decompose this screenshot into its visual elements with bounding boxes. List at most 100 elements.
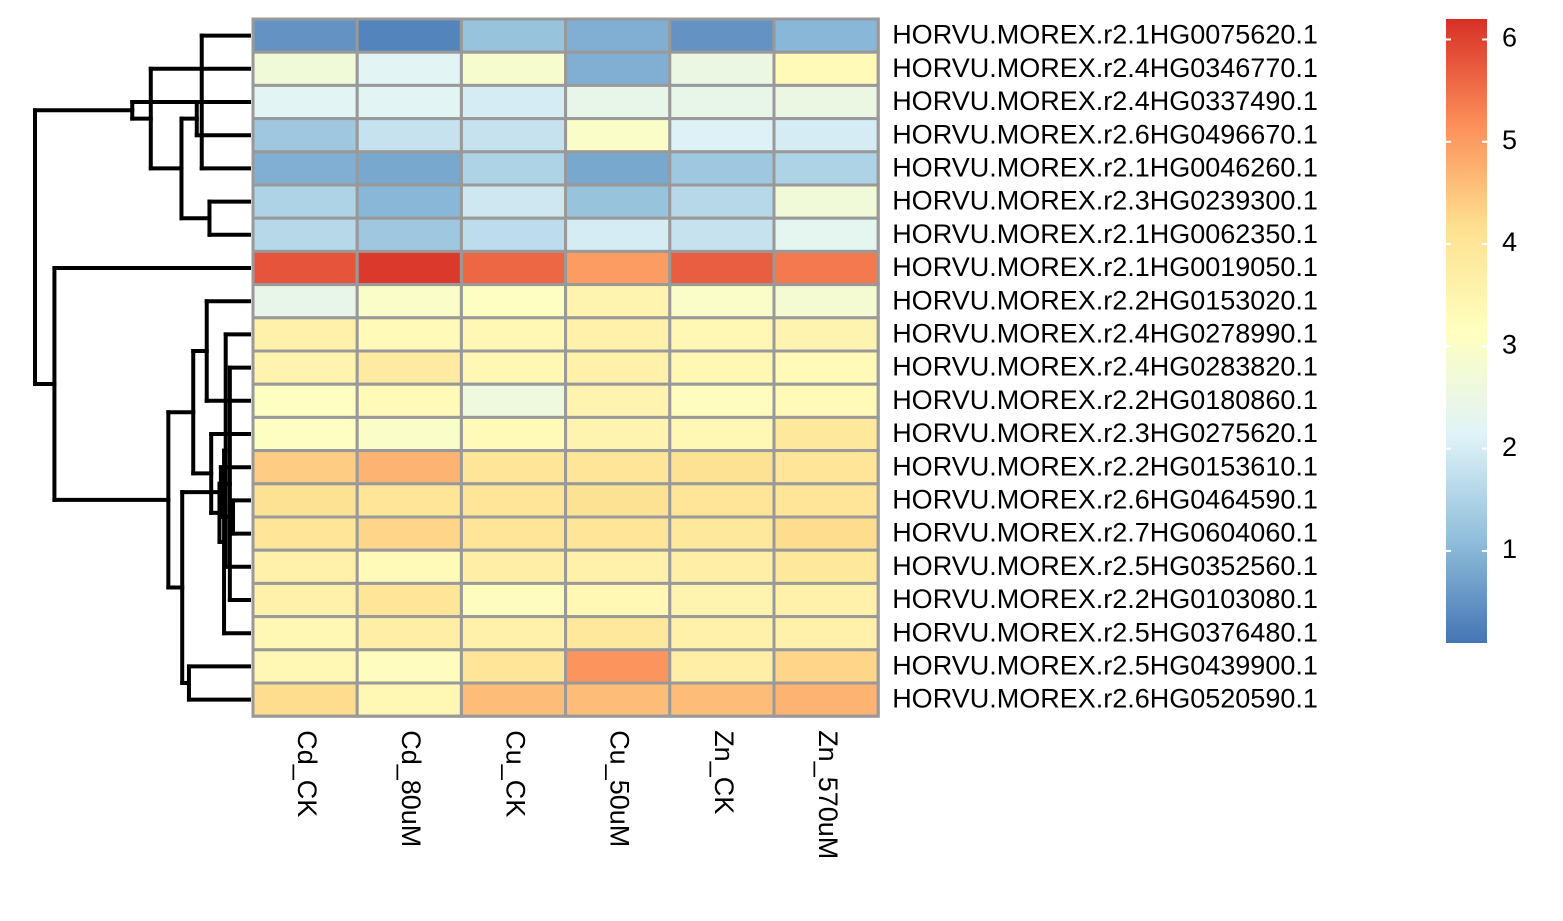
heatmap-cell: [564, 515, 672, 552]
heatmap-cell: [251, 648, 359, 685]
heatmap-cell: [459, 615, 568, 652]
heatmap-cell: [564, 449, 672, 486]
legend-tick-label: 4: [1502, 227, 1517, 257]
heatmap-cell: [459, 382, 568, 419]
heatmap-cell: [355, 283, 463, 320]
heatmap-cell: [459, 349, 568, 386]
color-legend: 1 2 3 4 5 6: [1446, 19, 1517, 643]
heatmap-cell: [251, 117, 359, 154]
heatmap-cell: [772, 349, 880, 386]
heatmap-cell: [251, 581, 359, 619]
heatmap-cell: [772, 581, 880, 619]
heatmap-cell: [355, 681, 463, 718]
legend-ticks: 1 2 3 4 5 6: [1446, 23, 1517, 564]
heatmap-cell: [459, 581, 568, 619]
heatmap-cell: [772, 150, 880, 187]
heatmap-cell: [355, 482, 463, 519]
heatmap-cell: [251, 548, 359, 585]
heatmap-cell: [668, 183, 776, 220]
heatmap-cell: [668, 117, 776, 154]
heatmap-cell: [564, 83, 672, 121]
heatmap-cell: [251, 50, 359, 87]
heatmap-cell: [668, 615, 776, 652]
heatmap-cell: [772, 382, 880, 419]
heatmap-cell: [251, 449, 359, 486]
heatmap-cell: [459, 150, 568, 187]
heatmap-cell: [668, 382, 776, 419]
heatmap-cell: [355, 415, 463, 453]
heatmap-cell: [668, 515, 776, 552]
heatmap-cell: [251, 83, 359, 121]
row-label: HORVU.MOREX.r2.3HG0275620.1: [892, 418, 1318, 448]
heatmap-cell: [459, 515, 568, 552]
heatmap-cell: [251, 216, 359, 253]
heatmap-cell: [668, 581, 776, 619]
heatmap-cell: [459, 83, 568, 121]
heatmap-cell: [459, 648, 568, 685]
heatmap-cell: [251, 415, 359, 453]
row-label: HORVU.MOREX.r2.5HG0352560.1: [892, 551, 1318, 581]
heatmap-cell: [668, 150, 776, 187]
row-label: HORVU.MOREX.r2.7HG0604060.1: [892, 518, 1318, 548]
heatmap-cell: [459, 183, 568, 220]
heatmap-cell: [459, 482, 568, 519]
heatmap-cell: [772, 183, 880, 220]
column-labels: Cd_CK Cd_80uM Cu_CK Cu_50uM Zn_CK Zn_570uM: [292, 730, 843, 859]
row-label: HORVU.MOREX.r2.4HG0278990.1: [892, 319, 1318, 349]
heatmap-cell: [564, 615, 672, 652]
column-label: Cu_CK: [500, 730, 530, 817]
heatmap-cell: [564, 216, 672, 253]
heatmap-cell: [355, 117, 463, 154]
heatmap-cell: [668, 249, 776, 287]
column-label: Cd_80uM: [396, 730, 426, 847]
heatmap-cell: [355, 249, 463, 287]
row-dendrogram: [33, 33, 251, 702]
heatmap-cell: [564, 249, 672, 287]
row-label: HORVU.MOREX.r2.2HG0180860.1: [892, 385, 1318, 415]
column-label: Cu_50uM: [605, 730, 635, 847]
row-label: HORVU.MOREX.r2.6HG0464590.1: [892, 485, 1318, 515]
heatmap-cell: [772, 117, 880, 154]
heatmap-cell: [668, 482, 776, 519]
heatmap-cell: [772, 249, 880, 287]
heatmap-cell: [772, 449, 880, 486]
heatmap-cell: [564, 316, 672, 353]
heatmap-cell: [564, 581, 672, 619]
heatmap-cell: [459, 449, 568, 486]
heatmap-cell: [251, 482, 359, 519]
heatmap-cell: [668, 681, 776, 718]
row-label: HORVU.MOREX.r2.6HG0520590.1: [892, 684, 1318, 714]
heatmap-cell: [668, 83, 776, 121]
row-label: HORVU.MOREX.r2.6HG0496670.1: [892, 119, 1318, 149]
heatmap-cell: [251, 615, 359, 652]
heatmap-cell: [355, 83, 463, 121]
legend-tick-label: 5: [1502, 125, 1517, 155]
legend-tick-label: 3: [1502, 329, 1517, 359]
heatmap-cell: [355, 515, 463, 552]
legend-tick-label: 1: [1502, 534, 1517, 564]
heatmap-cell: [251, 283, 359, 320]
heatmap-cell: [668, 17, 776, 54]
heatmap-cell: [564, 482, 672, 519]
heatmap-cell: [668, 216, 776, 253]
heatmap-cell: [668, 349, 776, 386]
heatmap-cell: [772, 615, 880, 652]
heatmap-cell: [355, 349, 463, 386]
heatmap-cell: [668, 449, 776, 486]
column-label: Zn_CK: [709, 730, 739, 814]
heatmap-cell: [772, 515, 880, 552]
heatmap-cell: [355, 150, 463, 187]
heatmap-cell: [459, 681, 568, 718]
heatmap-cell: [355, 581, 463, 619]
heatmap-cell: [355, 216, 463, 253]
heatmap-cell: [668, 548, 776, 585]
heatmap-cell: [251, 150, 359, 187]
legend-tick-label: 2: [1502, 432, 1517, 462]
heatmap-cell: [668, 283, 776, 320]
heatmap-cell: [772, 83, 880, 121]
heatmap-cell: [564, 150, 672, 187]
row-label: HORVU.MOREX.r2.5HG0439900.1: [892, 651, 1318, 681]
row-label: HORVU.MOREX.r2.3HG0239300.1: [892, 186, 1318, 216]
heatmap-cell: [772, 548, 880, 585]
